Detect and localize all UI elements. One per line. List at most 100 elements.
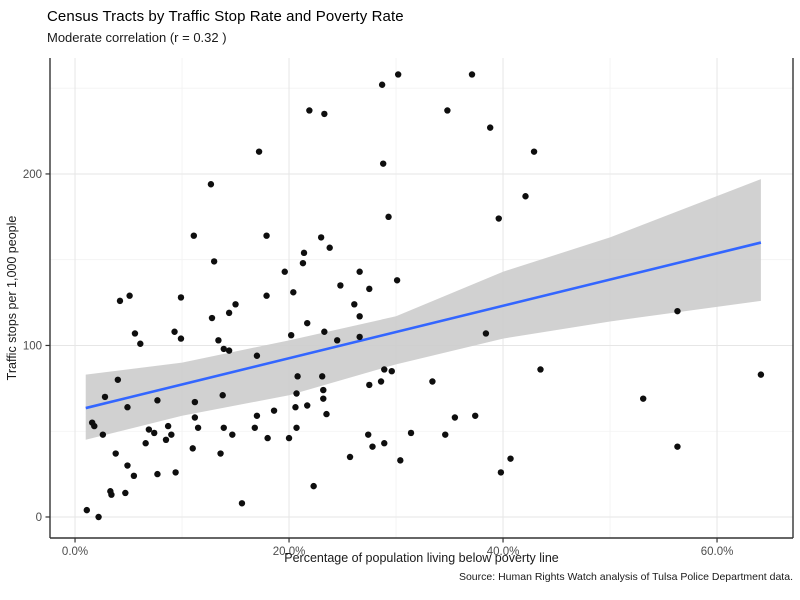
scatter-point xyxy=(253,352,261,359)
scatter-point xyxy=(381,366,388,373)
scatter-point xyxy=(145,426,153,433)
x-tick-label: 60.0% xyxy=(701,546,734,558)
scatter-point xyxy=(310,482,317,490)
scatter-point xyxy=(225,309,233,317)
scatter-point xyxy=(304,402,311,409)
scatter-point xyxy=(225,347,233,354)
scatter-point xyxy=(290,289,297,296)
scatter-point xyxy=(300,249,308,257)
trend-line xyxy=(85,241,762,410)
scatter-point xyxy=(674,443,681,450)
scatter-point xyxy=(451,414,459,421)
scatter-point xyxy=(171,328,178,335)
scatter-point xyxy=(429,378,436,385)
y-tick-label: 100 xyxy=(23,340,42,352)
scatter-point xyxy=(346,453,354,461)
scatter-point xyxy=(321,110,328,118)
scatter-point xyxy=(281,268,288,275)
confidence-band xyxy=(85,179,761,440)
scatter-point xyxy=(154,397,161,404)
x-tick-label: 0.0% xyxy=(62,546,88,558)
scatter-point xyxy=(95,513,102,521)
scatter-point xyxy=(385,213,392,221)
scatter-point xyxy=(126,292,133,299)
scatter-point xyxy=(194,424,202,431)
scatter-point xyxy=(369,443,376,450)
scatter-point xyxy=(189,445,196,452)
scatter-point xyxy=(468,71,476,78)
scatter-point xyxy=(366,381,373,389)
scatter-point xyxy=(472,412,479,419)
scatter-point xyxy=(112,450,119,457)
scatter-point xyxy=(217,450,224,457)
scatter-point xyxy=(356,333,363,341)
scatter-point xyxy=(285,434,293,442)
scatter-point xyxy=(356,313,363,320)
scatter-point xyxy=(229,431,236,438)
scatter-point xyxy=(162,436,170,444)
x-tick-label: 40.0% xyxy=(487,546,520,558)
scatter-point xyxy=(321,328,328,335)
scatter-point xyxy=(407,429,415,437)
y-tick-label: 0 xyxy=(36,512,42,524)
scatter-point xyxy=(122,489,129,497)
scatter-point xyxy=(365,431,372,438)
scatter-point xyxy=(255,148,263,155)
scatter-point xyxy=(101,393,109,401)
scatter-point xyxy=(293,390,300,397)
scatter-point xyxy=(757,371,765,378)
scatter-point xyxy=(124,404,131,411)
scatter-point xyxy=(220,424,227,431)
scatter-point xyxy=(299,259,307,267)
scatter-point xyxy=(320,386,327,394)
scatter-point xyxy=(292,404,299,411)
scatter-point xyxy=(142,440,149,447)
scatter-point xyxy=(191,414,199,421)
scatter-point xyxy=(137,340,144,347)
scatter-point xyxy=(326,244,333,251)
scatter-point xyxy=(317,234,325,241)
scatter-point xyxy=(378,81,386,88)
scatter-point xyxy=(91,422,98,430)
scatter-point xyxy=(674,307,681,315)
scatter-point xyxy=(116,297,124,305)
scatter-point xyxy=(304,319,311,327)
scatter-point xyxy=(131,330,139,337)
scatter-point xyxy=(130,472,138,480)
scatter-point xyxy=(319,373,326,380)
scatter-point xyxy=(172,469,179,476)
scatter-point xyxy=(323,410,330,418)
scatter-point xyxy=(444,107,451,114)
scatter-point xyxy=(293,424,300,431)
scatter-point xyxy=(522,193,529,200)
scatter-point xyxy=(164,422,172,430)
scatter-point xyxy=(530,148,538,155)
scatter-point xyxy=(154,470,161,478)
scatter-point xyxy=(108,491,115,498)
scatter-point xyxy=(388,367,395,375)
scatter-point xyxy=(393,277,401,284)
scatter-point xyxy=(537,366,544,373)
scatter-point xyxy=(124,462,131,469)
scatter-point xyxy=(220,345,227,353)
scatter-point xyxy=(263,292,270,299)
scatter-point xyxy=(251,424,258,431)
scatter-point xyxy=(337,282,344,289)
scatter-point xyxy=(497,469,505,476)
scatter-point xyxy=(442,431,449,438)
scatter-point xyxy=(263,232,270,239)
scatter-point xyxy=(507,455,514,462)
scatter-point xyxy=(356,268,363,275)
scatter-point xyxy=(379,160,387,167)
scatter-point xyxy=(495,215,502,222)
scatter-point xyxy=(219,392,226,399)
scatter-point xyxy=(482,330,490,337)
scatter-point xyxy=(377,378,385,385)
scatter-point xyxy=(287,331,295,339)
chart-title: Census Tracts by Traffic Stop Rate and P… xyxy=(47,8,404,25)
scatter-point xyxy=(351,301,358,308)
scatter-point xyxy=(366,285,373,293)
scatter-point xyxy=(190,232,198,239)
scatter-point xyxy=(114,376,122,383)
